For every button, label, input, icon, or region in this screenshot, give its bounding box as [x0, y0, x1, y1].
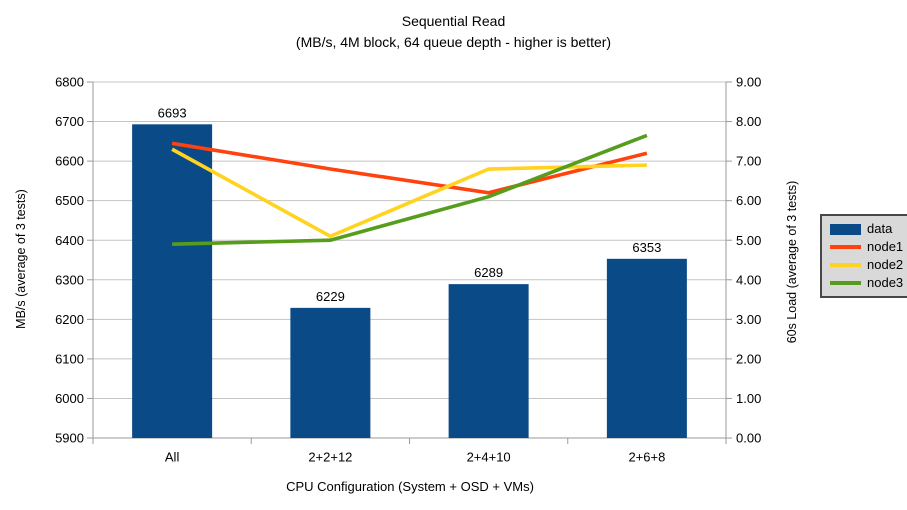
bar — [132, 124, 213, 438]
right-axis-tick-label: 6.00 — [736, 193, 761, 208]
right-axis-tick-label: 4.00 — [736, 272, 761, 287]
bar — [606, 258, 687, 438]
x-axis-title: CPU Configuration (System + OSD + VMs) — [286, 479, 534, 494]
legend: data node1 node2 node3 — [820, 214, 907, 298]
category-label: 2+4+10 — [467, 450, 511, 465]
legend-item-node2: node2 — [830, 258, 903, 272]
left-axis-tick-label: 6200 — [55, 312, 84, 327]
left-axis-tick-label: 6500 — [55, 193, 84, 208]
legend-label: node3 — [867, 275, 904, 290]
bar — [290, 307, 371, 438]
left-axis-title: MB/s (average of 3 tests) — [14, 189, 28, 329]
legend-swatch-node2 — [830, 263, 861, 267]
bar-value-label: 6693 — [158, 105, 187, 120]
chart-subtitle: (MB/s, 4M block, 64 queue depth - higher… — [295, 34, 612, 50]
right-axis-tick-label: 0.00 — [736, 431, 761, 446]
legend-swatch-node3 — [830, 281, 861, 285]
right-axis-tick-label: 1.00 — [736, 391, 761, 406]
series-line-node3 — [172, 133, 648, 246]
right-axis-tick-label: 5.00 — [736, 233, 761, 248]
right-axis-tick-label: 8.00 — [736, 114, 761, 129]
left-axis-tick-label: 6000 — [55, 391, 84, 406]
left-axis-tick-label: 6400 — [55, 233, 84, 248]
legend-item-node3: node3 — [830, 276, 903, 290]
bar-value-label: 6229 — [316, 289, 345, 304]
left-axis-tick-label: 6600 — [55, 154, 84, 169]
legend-item-data: data — [830, 222, 903, 236]
legend-label: data — [867, 221, 893, 236]
right-axis-tick-label: 2.00 — [736, 351, 761, 366]
legend-swatch-node1 — [830, 245, 861, 249]
chart-title: Sequential Read — [401, 13, 506, 29]
left-axis-tick-label: 5900 — [55, 431, 84, 446]
legend-swatch-data — [830, 223, 861, 235]
left-axis-tick-label: 6300 — [55, 272, 84, 287]
bar — [448, 284, 529, 438]
left-axis-tick-label: 6100 — [55, 351, 84, 366]
bar-value-label: 6353 — [632, 240, 661, 255]
right-axis-title: 60s Load (average of 3 tests) — [785, 180, 799, 344]
legend-item-node1: node1 — [830, 240, 903, 254]
left-axis-tick-label: 6700 — [55, 114, 84, 129]
category-label: 2+2+12 — [308, 450, 352, 465]
legend-label: node1 — [867, 239, 904, 254]
right-axis-tick-label: 9.00 — [736, 75, 761, 90]
bar-value-label: 6289 — [474, 265, 503, 280]
right-axis-tick-label: 7.00 — [736, 154, 761, 169]
legend-label: node2 — [867, 257, 904, 272]
left-axis-tick-label: 6800 — [55, 75, 84, 90]
series-line-node1 — [171, 141, 648, 195]
category-label: 2+6+8 — [628, 450, 665, 465]
right-axis-tick-label: 3.00 — [736, 312, 761, 327]
category-label: All — [165, 450, 180, 465]
